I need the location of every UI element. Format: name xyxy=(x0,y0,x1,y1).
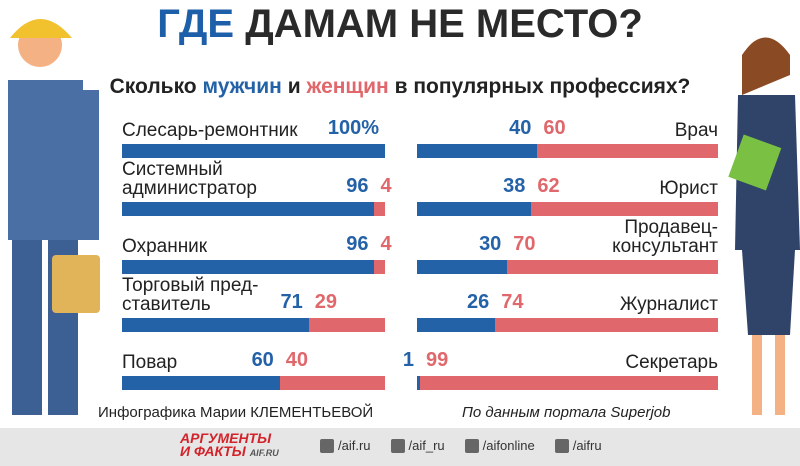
bar-segment xyxy=(308,318,385,332)
bar-segment xyxy=(374,260,385,274)
title-accent: ГДЕ xyxy=(157,2,235,46)
bar-segment xyxy=(122,202,375,216)
subtitle-text: и xyxy=(287,75,301,98)
social-text: /aif_ru xyxy=(408,438,445,453)
category-label: Охранник xyxy=(122,236,208,257)
title-rest: ДАМАМ НЕ МЕСТО? xyxy=(245,2,643,46)
category-label: Слесарь-ремонтник xyxy=(122,120,298,141)
worker-arm xyxy=(83,90,99,240)
toolbag xyxy=(52,255,100,313)
bar-segment xyxy=(537,144,718,158)
category-label: Торговый пред- ставитель xyxy=(122,275,259,315)
bar-segment xyxy=(122,376,280,390)
social-text: /aif.ru xyxy=(338,438,371,453)
logo-site: AIF.RU xyxy=(249,448,279,458)
title: ГДЕ ДАМАМ НЕ МЕСТО? xyxy=(0,2,800,47)
social-link: /aifonline xyxy=(464,438,535,453)
value-label: 30 xyxy=(479,233,502,255)
social-icon xyxy=(464,438,479,453)
category-label: Журналист xyxy=(619,294,718,315)
value-label: 96 xyxy=(346,233,369,255)
value-label: 26 xyxy=(467,291,490,313)
folder xyxy=(728,134,782,191)
logo: АРГУМЕНТЫ И ФАКТЫ AIF.RU xyxy=(180,430,279,460)
woman-leg xyxy=(752,335,762,415)
logo-bottom-text: И ФАКТЫ xyxy=(180,443,246,459)
subtitle: Сколько мужчин и женщин в популярных про… xyxy=(0,75,800,99)
bar-segment xyxy=(122,144,385,158)
social-link: /aifru xyxy=(554,438,602,453)
worker-helmet xyxy=(10,19,72,38)
value-label: 70 xyxy=(513,233,536,255)
social-text: /aifru xyxy=(572,438,602,453)
value-label: 71 xyxy=(280,291,303,313)
category-label: Продавец- консультант xyxy=(612,217,718,257)
social-icon xyxy=(390,438,405,453)
value-label: 60 xyxy=(251,349,274,371)
bar-segment xyxy=(122,318,309,332)
social-text: /aifonline xyxy=(482,438,535,453)
credit: Инфографика Марии КЛЕМЕНТЬЕВОЙ xyxy=(98,404,374,421)
category-label: Врач xyxy=(674,120,718,141)
category-label: Системный администратор xyxy=(122,159,257,199)
value-label: 40 xyxy=(285,349,309,371)
bar-segment xyxy=(531,202,718,216)
bar-segment xyxy=(374,202,385,216)
bar-segment xyxy=(417,318,496,332)
subtitle-men: мужчин xyxy=(202,75,282,98)
woman-skirt xyxy=(742,250,795,335)
social-link: /aif.ru xyxy=(320,438,371,453)
social-icon xyxy=(554,438,569,453)
value-label: 99 xyxy=(426,349,449,371)
category-label: Юрист xyxy=(659,178,718,199)
source: По данным портала Superjob xyxy=(462,404,671,421)
social-link: /aif_ru xyxy=(390,438,445,453)
value-label: 62 xyxy=(537,175,560,197)
value-label: 74 xyxy=(501,291,524,313)
subtitle-text: Сколько xyxy=(109,75,197,98)
value-label: 29 xyxy=(314,291,337,313)
bar-segment xyxy=(417,376,420,390)
bar-segment xyxy=(417,260,508,274)
value-label: 100% xyxy=(327,117,379,139)
value-label: 4 xyxy=(380,175,392,197)
value-label: 1 xyxy=(402,349,415,371)
bar-segment xyxy=(417,144,538,158)
worker-leg xyxy=(12,240,42,415)
social-icon xyxy=(320,438,334,453)
value-label: 4 xyxy=(380,233,392,255)
logo-top: АРГУМЕНТЫ xyxy=(180,430,272,446)
value-label: 40 xyxy=(509,117,532,139)
worker-body xyxy=(8,80,83,240)
bar-segment xyxy=(417,202,532,216)
bar-segment xyxy=(279,376,385,390)
woman-hair xyxy=(742,37,790,95)
category-label: Секретарь xyxy=(625,352,718,373)
woman-leg xyxy=(775,335,785,415)
value-label: 38 xyxy=(503,175,526,197)
bar-segment xyxy=(122,260,375,274)
subtitle-women: женщин xyxy=(306,75,389,98)
category-label: Повар xyxy=(122,352,178,373)
social-links: /aif.ru/aif_ru/aifonline/aifru xyxy=(320,438,602,453)
bar-segment xyxy=(507,260,718,274)
logo-bottom: И ФАКТЫ AIF.RU xyxy=(180,443,279,460)
bar-segment xyxy=(420,376,718,390)
subtitle-text: в популярных профессиях? xyxy=(394,75,691,98)
value-label: 60 xyxy=(543,117,566,139)
value-label: 96 xyxy=(346,175,369,197)
bar-segment xyxy=(495,318,718,332)
